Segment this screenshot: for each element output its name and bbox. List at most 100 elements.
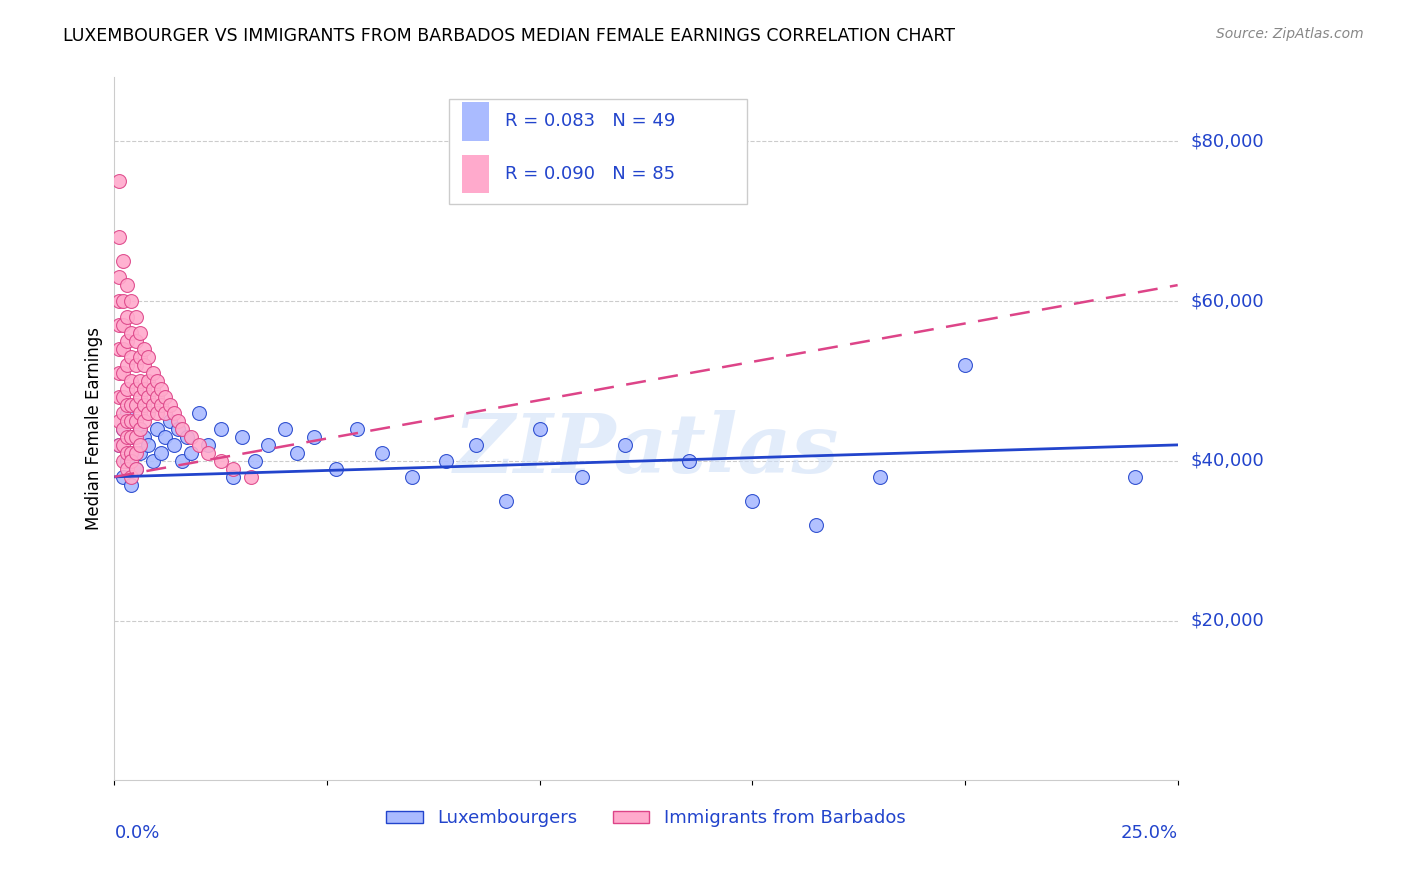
Point [115,454,138,468]
Point [107,270,129,285]
Point [115,462,138,476]
Point [188,406,211,420]
Text: 0.0%: 0.0% [114,824,160,842]
Point [285,446,308,460]
Point [678,454,700,468]
Point [222,470,245,484]
Text: R = 0.083   N = 49: R = 0.083 N = 49 [505,112,675,130]
Point [124,430,146,444]
Point [741,493,763,508]
Point [273,422,295,436]
Point [120,470,142,484]
Point [256,438,278,452]
Point [120,350,142,364]
Point [146,390,169,404]
Point [197,446,219,460]
Legend: Luxembourgers, Immigrants from Barbados: Luxembourgers, Immigrants from Barbados [380,802,912,835]
Point [107,318,129,332]
Point [129,446,152,460]
Point [120,478,142,492]
Point [111,422,134,436]
Point [115,446,138,460]
Point [111,254,134,268]
Point [124,358,146,372]
Point [111,406,134,420]
Point [115,398,138,412]
Point [346,422,368,436]
Point [120,454,142,468]
FancyBboxPatch shape [463,102,489,141]
Point [142,454,165,468]
Point [804,517,827,532]
Point [146,422,169,436]
Point [401,470,423,484]
Point [111,294,134,309]
Point [111,470,134,484]
Point [150,398,173,412]
Point [495,493,517,508]
Point [120,294,142,309]
Point [111,438,134,452]
Point [159,398,181,412]
Text: Source: ZipAtlas.com: Source: ZipAtlas.com [1216,27,1364,41]
Point [304,430,326,444]
Point [120,326,142,340]
Point [239,470,262,484]
Point [188,438,211,452]
Point [129,438,152,452]
Point [107,342,129,356]
Point [107,438,129,452]
Point [163,438,186,452]
Point [180,446,202,460]
Point [124,398,146,412]
Point [167,422,190,436]
Point [138,374,160,388]
Point [115,430,138,444]
Point [111,366,134,380]
Text: $60,000: $60,000 [1191,292,1264,310]
Point [1123,470,1146,484]
Point [107,390,129,404]
Point [107,366,129,380]
Point [167,414,190,428]
Point [222,462,245,476]
Point [209,422,232,436]
Text: $40,000: $40,000 [1191,452,1264,470]
Point [176,430,198,444]
Point [115,414,138,428]
Point [120,398,142,412]
Point [124,334,146,348]
Point [120,430,142,444]
Point [129,326,152,340]
Point [325,462,347,476]
Point [124,446,146,460]
Point [197,438,219,452]
Point [869,470,891,484]
Point [434,454,457,468]
Point [129,406,152,420]
Point [129,390,152,404]
Text: LUXEMBOURGER VS IMMIGRANTS FROM BARBADOS MEDIAN FEMALE EARNINGS CORRELATION CHAR: LUXEMBOURGER VS IMMIGRANTS FROM BARBADOS… [63,27,955,45]
Text: ZIPatlas: ZIPatlas [453,410,839,490]
Point [115,358,138,372]
Point [111,318,134,332]
Point [129,350,152,364]
Point [120,374,142,388]
Point [138,406,160,420]
Text: R = 0.090   N = 85: R = 0.090 N = 85 [505,165,675,184]
Text: $80,000: $80,000 [1191,132,1264,151]
FancyBboxPatch shape [463,155,489,194]
Point [115,406,138,420]
Point [138,350,160,364]
Point [146,374,169,388]
Point [180,430,202,444]
Point [111,390,134,404]
Point [115,310,138,324]
Point [124,310,146,324]
Point [111,454,134,468]
Point [150,446,173,460]
Point [172,454,194,468]
Point [107,294,129,309]
Point [953,358,976,372]
Point [209,454,232,468]
